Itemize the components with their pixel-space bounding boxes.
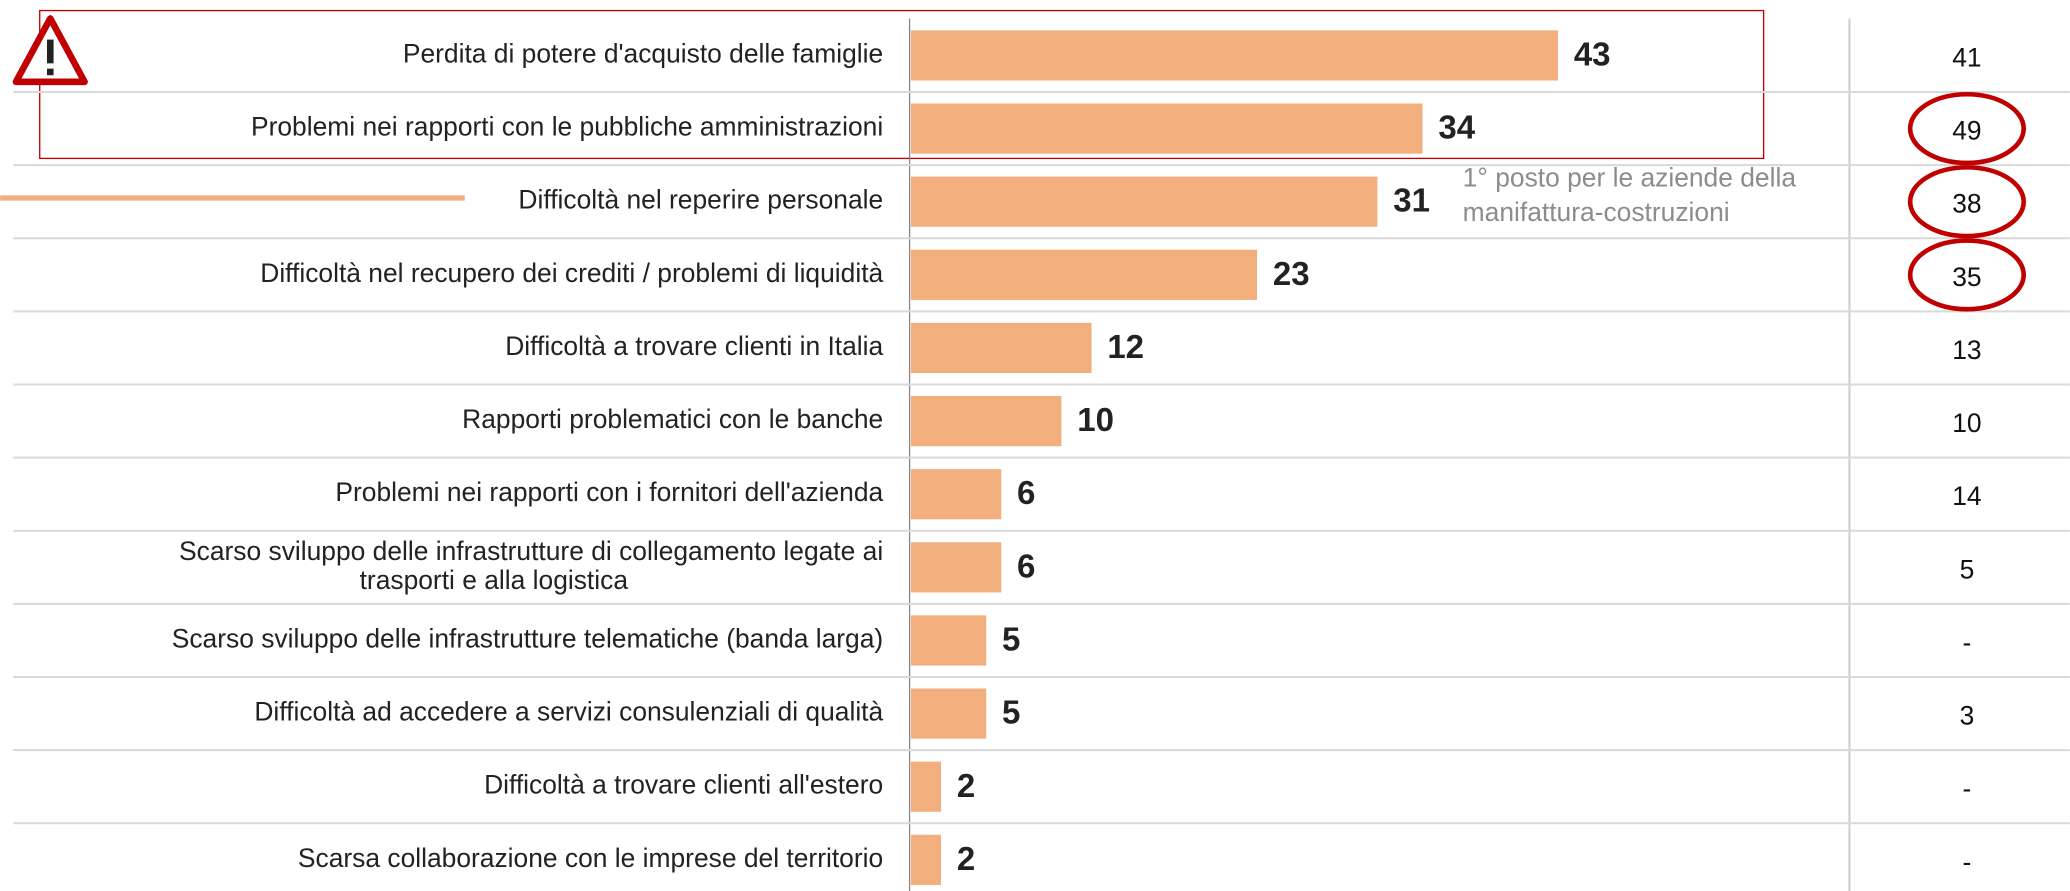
category-label: Problemi nei rapporti con le pubbliche a…	[251, 112, 883, 142]
value-label: 34	[1438, 109, 1475, 146]
value-label: 5	[1002, 694, 1020, 731]
bar	[910, 30, 1558, 81]
comparison-value: 38	[1952, 189, 1981, 219]
bar	[910, 688, 987, 739]
annotation: manifattura-costruzioni	[1463, 197, 1730, 227]
value-label: 31	[1393, 182, 1430, 219]
comparison-value: 14	[1952, 481, 1981, 511]
value-label: 6	[1017, 547, 1035, 584]
category-label: Problemi nei rapporti con i fornitori de…	[335, 477, 883, 507]
comparison-value: 3	[1960, 701, 1975, 731]
annotation: 1° posto per le aziende della	[1463, 162, 1797, 192]
bar	[910, 176, 1378, 227]
comparison-value: 41	[1952, 42, 1981, 72]
bar	[910, 761, 942, 812]
bar	[910, 834, 942, 885]
value-label: 2	[957, 840, 975, 877]
bar	[910, 322, 1092, 374]
bar	[910, 249, 1258, 300]
comparison-value: 49	[1952, 115, 1981, 145]
category-label: Difficoltà a trovare clienti all'estero	[484, 770, 883, 800]
category-label: Difficoltà nel recupero dei crediti / pr…	[260, 258, 883, 288]
category-label: Difficoltà nel reperire personale	[518, 185, 883, 215]
value-label: 10	[1077, 401, 1114, 438]
value-label: 23	[1273, 255, 1310, 292]
category-label: Scarsa collaborazione con le imprese del…	[298, 843, 883, 873]
highlight-circle	[1907, 238, 2026, 312]
comparison-value: -	[1963, 847, 1972, 877]
bar	[910, 103, 1423, 154]
category-label: Scarso sviluppo delle infrastrutture tel…	[172, 623, 883, 653]
value-label: 43	[1574, 35, 1611, 72]
category-label: Scarso sviluppo delle infrastrutture di …	[179, 536, 883, 595]
value-label: 12	[1107, 328, 1144, 365]
bar	[910, 396, 1062, 447]
bar	[910, 469, 1002, 520]
value-label: 5	[1002, 621, 1020, 658]
comparison-value: 13	[1952, 335, 1981, 365]
highlight-circle	[1907, 165, 2026, 239]
warning-icon	[12, 15, 88, 86]
category-label: Difficoltà a trovare clienti in Italia	[505, 331, 883, 361]
highlight-circle	[1907, 91, 2026, 166]
comparison-value: 35	[1952, 262, 1981, 292]
category-label: Rapporti problematici con le banche	[462, 404, 883, 434]
value-label: 6	[1017, 474, 1035, 511]
category-label: Perdita di potere d'acquisto delle famig…	[403, 38, 883, 68]
comparison-value: 10	[1952, 408, 1981, 438]
category-label: Difficoltà ad accedere a servizi consule…	[254, 697, 883, 727]
bar	[910, 615, 987, 666]
comparison-value: 5	[1960, 554, 1975, 584]
bar	[910, 542, 1002, 593]
value-label: 2	[957, 767, 975, 804]
comparison-value: -	[1963, 627, 1972, 657]
comparison-value: -	[1963, 774, 1972, 804]
